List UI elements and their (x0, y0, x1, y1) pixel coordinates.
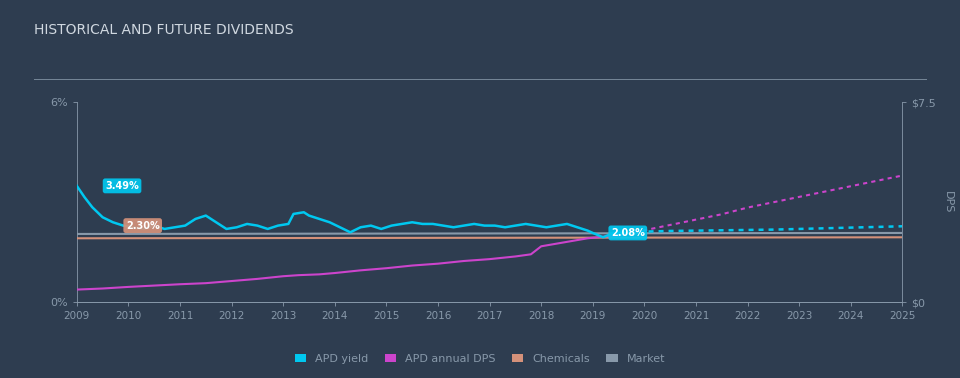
Legend: APD yield, APD annual DPS, Chemicals, Market: APD yield, APD annual DPS, Chemicals, Ma… (291, 350, 669, 369)
Text: 2.30%: 2.30% (126, 221, 159, 231)
Text: 3.49%: 3.49% (106, 181, 139, 191)
Text: HISTORICAL AND FUTURE DIVIDENDS: HISTORICAL AND FUTURE DIVIDENDS (34, 23, 293, 37)
Y-axis label: DPS: DPS (943, 191, 953, 214)
Text: 2.08%: 2.08% (611, 228, 645, 238)
